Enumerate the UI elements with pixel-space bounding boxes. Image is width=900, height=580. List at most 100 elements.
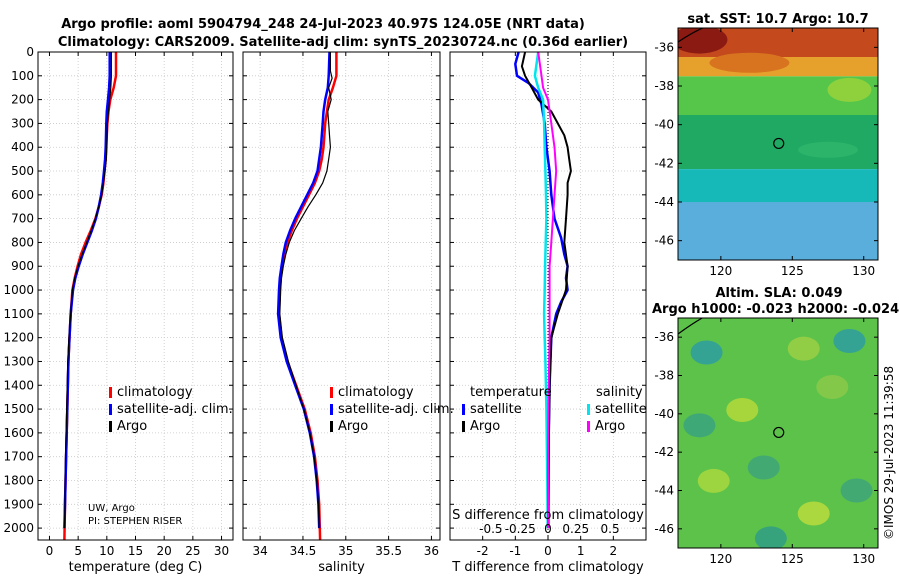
legend-header-salinity: salinity xyxy=(596,385,643,400)
depth-tick-label: 1200 xyxy=(3,331,34,345)
x-tick-label: 1 xyxy=(577,544,585,558)
credit-line1: UW, Argo xyxy=(88,503,135,514)
depth-tick-label: 100 xyxy=(11,69,34,83)
lat-tick-label: -44 xyxy=(654,484,674,498)
depth-tick-label: 1000 xyxy=(3,283,34,297)
s-tick-label: -0.5 xyxy=(479,522,502,536)
lat-tick-label: -46 xyxy=(654,234,674,248)
depth-tick-label: 0 xyxy=(26,45,34,59)
lat-tick-label: -38 xyxy=(654,369,674,383)
depth-tick-label: 1700 xyxy=(3,450,34,464)
sla-title-line2: Argo h1000: -0.023 h2000: -0.024 xyxy=(652,302,899,317)
depth-tick-label: 700 xyxy=(11,212,34,226)
s-tick-label: 0.5 xyxy=(601,522,620,536)
legend-label: satellite xyxy=(595,402,647,417)
figure-title-line1: Argo profile: aoml 5904794_248 24-Jul-20… xyxy=(61,17,585,32)
lon-tick-label: 125 xyxy=(781,264,804,278)
salinity-panel: 34 34.5 35 35.5 36 salinity climatology satelli… xyxy=(242,51,454,575)
sla-anomaly-blob xyxy=(754,526,787,548)
map-field xyxy=(678,318,878,548)
depth-tick-label: 600 xyxy=(11,188,34,202)
depth-tick-label: 200 xyxy=(11,93,34,107)
lat-tick-label: -40 xyxy=(654,407,674,421)
temperature-panel: 0100200300400500600700800900100011001200… xyxy=(3,45,234,575)
legend-swatch xyxy=(330,421,333,432)
lon-tick-label: 130 xyxy=(852,552,875,566)
legend-swatch xyxy=(330,387,333,398)
lat-tick-label: -38 xyxy=(654,79,674,93)
legend-swatch xyxy=(109,404,112,415)
legend-label: satellite-adj. clim. xyxy=(338,402,454,417)
series-argo xyxy=(63,52,113,529)
credit-line2: PI: STEPHEN RISER xyxy=(88,516,182,527)
lat-tick-label: -44 xyxy=(654,195,674,209)
sst-band xyxy=(678,169,878,202)
x-axis-label: salinity xyxy=(318,560,365,575)
x-tick-label: 36 xyxy=(424,544,439,558)
argo-location-marker xyxy=(773,426,785,439)
lat-tick-label: -42 xyxy=(654,156,674,170)
x-tick-label: 35.5 xyxy=(375,544,402,558)
depth-tick-label: 2000 xyxy=(3,521,34,535)
lat-tick-label: -40 xyxy=(654,118,674,132)
depth-tick-label: 500 xyxy=(11,164,34,178)
x-axis-label: temperature (deg C) xyxy=(69,560,203,575)
series-s-satellite xyxy=(533,51,549,529)
sla-anomaly-blob xyxy=(797,501,830,526)
sla-anomaly-blob xyxy=(747,455,780,480)
legend-label: Argo xyxy=(595,419,625,434)
depth-tick-label: 1300 xyxy=(3,354,34,368)
sst-band xyxy=(678,202,878,260)
depth-tick-label: 1500 xyxy=(3,402,34,416)
legend-label: satellite-adj. clim. xyxy=(117,402,233,417)
x-tick-label: 15 xyxy=(128,544,143,558)
sst-patch xyxy=(798,141,858,158)
lat-tick-label: -42 xyxy=(654,445,674,459)
x-tick-label: 0 xyxy=(544,544,552,558)
sla-title-line1: Altim. SLA: 0.049 xyxy=(716,286,843,301)
x-tick-label: 34.5 xyxy=(290,544,317,558)
lat-tick-label: -36 xyxy=(654,40,674,54)
x-tick-label: 2 xyxy=(610,544,618,558)
depth-tick-label: 1400 xyxy=(3,378,34,392)
x-tick-label: 5 xyxy=(74,544,82,558)
x-axis-label: T difference from climatology xyxy=(451,560,644,575)
lat-tick-label: -46 xyxy=(654,522,674,536)
legend-swatch xyxy=(330,404,333,415)
series-argo xyxy=(279,52,333,529)
imos-watermark: ©IMOS 29-Jul-2023 11:39:58 xyxy=(882,366,896,540)
legend-label: Argo xyxy=(470,419,500,434)
x-tick-label: 20 xyxy=(157,544,172,558)
map-frame xyxy=(677,27,879,261)
legend-swatch xyxy=(587,404,590,415)
depth-tick-label: 400 xyxy=(11,140,34,154)
sla-anomaly-blob xyxy=(690,340,723,365)
legend-header-temperature: temperature xyxy=(470,385,552,400)
depth-tick-label: 300 xyxy=(11,116,34,130)
series-s-argo xyxy=(537,51,558,529)
sst-band xyxy=(678,115,878,170)
argo-location-marker xyxy=(773,137,785,150)
depth-tick-label: 1600 xyxy=(3,426,34,440)
legend-label: satellite xyxy=(470,402,522,417)
sla-anomaly-blob xyxy=(840,478,873,503)
s-tick-label: -0.25 xyxy=(505,522,536,536)
x-tick-label: 34 xyxy=(252,544,267,558)
map-frame xyxy=(677,317,879,549)
axes-frame xyxy=(242,51,441,541)
s-tick-label: 0 xyxy=(544,522,552,536)
warm-patch xyxy=(709,52,790,73)
depth-tick-label: 900 xyxy=(11,259,34,273)
lon-tick-label: 120 xyxy=(709,552,732,566)
lon-tick-label: 125 xyxy=(781,552,804,566)
legend-swatch xyxy=(587,421,590,432)
series-t-argo xyxy=(520,51,572,529)
x-tick-label: 35 xyxy=(338,544,353,558)
depth-tick-label: 1800 xyxy=(3,473,34,487)
figure-title-line2: Climatology: CARS2009. Satellite-adj cli… xyxy=(58,35,628,50)
x-tick-label: 10 xyxy=(99,544,114,558)
x-tick-label: 25 xyxy=(185,544,200,558)
sla-anomaly-blob xyxy=(816,375,849,399)
sla-anomaly-blob xyxy=(726,398,759,422)
